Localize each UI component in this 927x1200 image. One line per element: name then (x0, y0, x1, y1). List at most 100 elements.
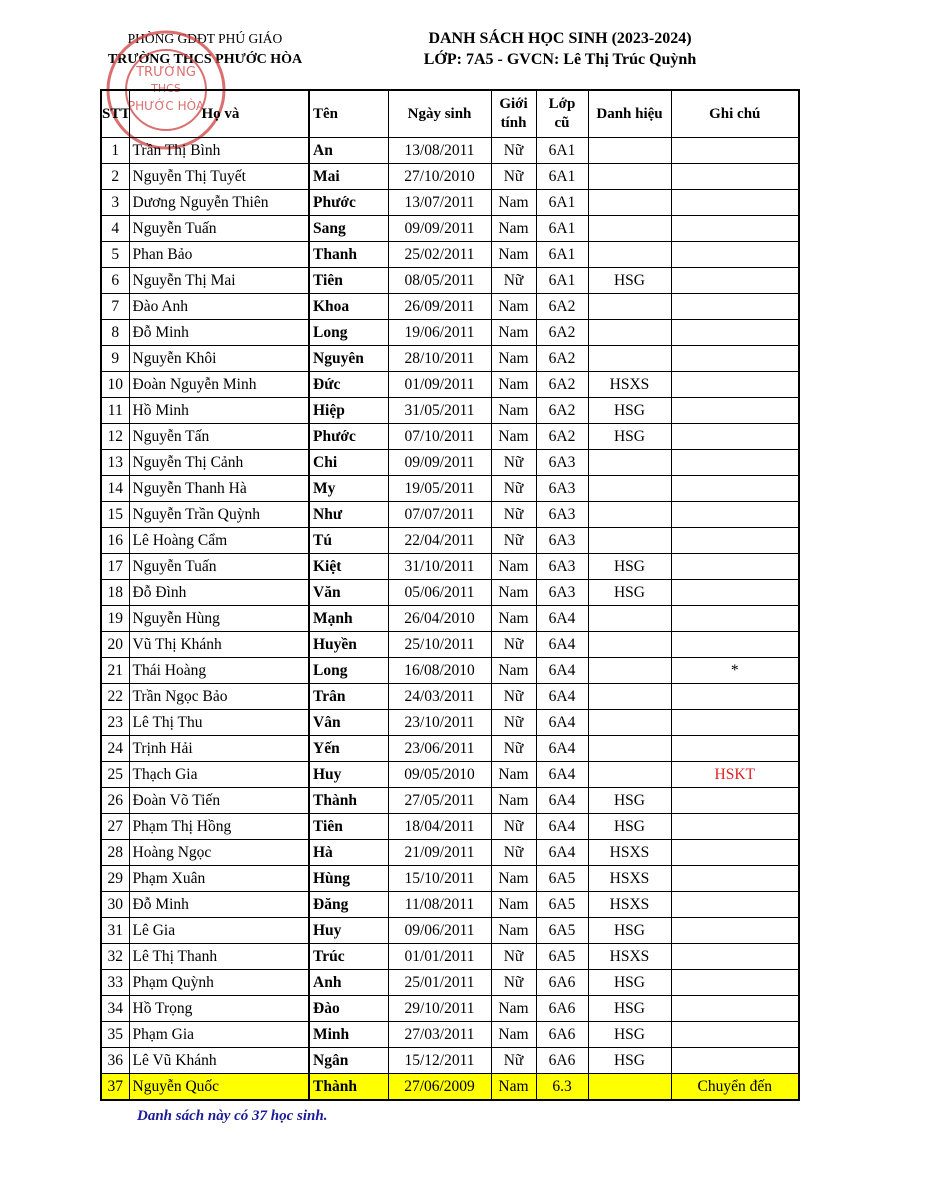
cell-ghi-chu (670, 865, 800, 892)
cell-ten: Yến (308, 735, 389, 762)
cell-ten: Như (308, 501, 389, 528)
cell-danh-hieu: HSG (587, 813, 672, 840)
cell-ho-va: Vũ Thị Khánh (128, 631, 310, 658)
cell-ngay-sinh: 01/09/2011 (387, 371, 492, 398)
cell-ngay-sinh: 08/05/2011 (387, 267, 492, 294)
cell-ghi-chu (670, 449, 800, 476)
cell-ghi-chu (670, 423, 800, 450)
cell-stt: 12 (100, 423, 130, 450)
cell-danh-hieu: HSG (587, 1021, 672, 1048)
cell-danh-hieu (587, 189, 672, 216)
table-row: 27 Phạm Thị Hồng Tiên 18/04/2011 Nữ 6A4 HSG (100, 813, 800, 840)
cell-ho-va: Nguyễn Tuấn (128, 553, 310, 580)
table-row: 34 Hồ Trọng Đào 29/10/2011 Nam 6A6 HSG (100, 995, 800, 1022)
document-title: DANH SÁCH HỌC SINH (2023-2024) (428, 30, 692, 47)
cell-gioi-tinh: Nữ (490, 137, 537, 164)
cell-gioi-tinh: Nữ (490, 683, 537, 710)
cell-ngay-sinh: 15/10/2011 (387, 865, 492, 892)
cell-lop-cu: 6A3 (535, 501, 589, 528)
cell-ghi-chu (670, 813, 800, 840)
cell-danh-hieu: HSXS (587, 839, 672, 866)
cell-danh-hieu (587, 501, 672, 528)
cell-danh-hieu: HSG (587, 397, 672, 424)
cell-ngay-sinh: 23/10/2011 (387, 709, 492, 736)
cell-gioi-tinh: Nam (490, 917, 537, 944)
cell-danh-hieu (587, 605, 672, 632)
cell-gioi-tinh: Nam (490, 761, 537, 788)
table-row: 22 Trần Ngọc Bảo Trân 24/03/2011 Nữ 6A4 (100, 683, 800, 710)
cell-lop-cu: 6A4 (535, 709, 589, 736)
cell-ho-va: Nguyễn Thị Mai (128, 267, 310, 294)
cell-lop-cu: 6A1 (535, 215, 589, 242)
cell-ngay-sinh: 05/06/2011 (387, 579, 492, 606)
cell-gioi-tinh: Nam (490, 423, 537, 450)
cell-ten: Phước (308, 423, 389, 450)
cell-ghi-chu (670, 163, 800, 190)
cell-stt: 9 (100, 345, 130, 372)
table-row: 35 Phạm Gia Minh 27/03/2011 Nam 6A6 HSG (100, 1021, 800, 1048)
cell-ho-va: Hoàng Ngọc (128, 839, 310, 866)
cell-ngay-sinh: 19/06/2011 (387, 319, 492, 346)
cell-danh-hieu: HSG (587, 1047, 672, 1074)
school-name: TRƯỜNG THCS PHƯỚC HÒA (107, 52, 303, 67)
cell-stt: 16 (100, 527, 130, 554)
cell-gioi-tinh: Nam (490, 293, 537, 320)
cell-lop-cu: 6A3 (535, 449, 589, 476)
cell-ho-va: Thái Hoàng (128, 657, 310, 684)
cell-danh-hieu (587, 683, 672, 710)
cell-ho-va: Đào Anh (128, 293, 310, 320)
cell-stt: 25 (100, 761, 130, 788)
cell-ghi-chu: HSKT (670, 761, 800, 788)
cell-ghi-chu (670, 917, 800, 944)
cell-danh-hieu (587, 657, 672, 684)
cell-danh-hieu: HSG (587, 423, 672, 450)
table-row: 5 Phan Bảo Thanh 25/02/2011 Nam 6A1 (100, 241, 800, 268)
cell-danh-hieu: HSXS (587, 371, 672, 398)
cell-ghi-chu (670, 579, 800, 606)
cell-ho-va: Lê Vũ Khánh (128, 1047, 310, 1074)
cell-gioi-tinh: Nữ (490, 449, 537, 476)
cell-danh-hieu (587, 709, 672, 736)
cell-ghi-chu (670, 371, 800, 398)
table-row: 13 Nguyễn Thị Cảnh Chi 09/09/2011 Nữ 6A3 (100, 449, 800, 476)
cell-stt: 10 (100, 371, 130, 398)
cell-ho-va: Lê Thị Thanh (128, 943, 310, 970)
cell-ghi-chu (670, 631, 800, 658)
cell-danh-hieu (587, 449, 672, 476)
cell-gioi-tinh: Nam (490, 891, 537, 918)
cell-ghi-chu (670, 995, 800, 1022)
cell-ten: Minh (308, 1021, 389, 1048)
cell-lop-cu: 6A4 (535, 839, 589, 866)
cell-ghi-chu (670, 787, 800, 814)
cell-ngay-sinh: 22/04/2011 (387, 527, 492, 554)
cell-ghi-chu (670, 397, 800, 424)
cell-ghi-chu (670, 735, 800, 762)
cell-danh-hieu: HSG (587, 969, 672, 996)
cell-danh-hieu: HSXS (587, 891, 672, 918)
cell-gioi-tinh: Nam (490, 371, 537, 398)
cell-ghi-chu (670, 215, 800, 242)
cell-ghi-chu (670, 683, 800, 710)
cell-ho-va: Lê Thị Thu (128, 709, 310, 736)
cell-ten: Sang (308, 215, 389, 242)
cell-ngay-sinh: 21/09/2011 (387, 839, 492, 866)
cell-ho-va: Đoàn Võ Tiến (128, 787, 310, 814)
cell-ten: Long (308, 657, 389, 684)
cell-stt: 20 (100, 631, 130, 658)
table-row: 16 Lê Hoàng Cẩm Tú 22/04/2011 Nữ 6A3 (100, 527, 800, 554)
cell-ngay-sinh: 13/08/2011 (387, 137, 492, 164)
table-row: 14 Nguyễn Thanh Hà My 19/05/2011 Nữ 6A3 (100, 475, 800, 502)
cell-ten: Nguyên (308, 345, 389, 372)
table-row: 4 Nguyễn Tuấn Sang 09/09/2011 Nam 6A1 (100, 215, 800, 242)
table-row: 32 Lê Thị Thanh Trúc 01/01/2011 Nữ 6A5 HSXS (100, 943, 800, 970)
cell-gioi-tinh: Nữ (490, 163, 537, 190)
cell-gioi-tinh: Nam (490, 345, 537, 372)
cell-ten: Huy (308, 761, 389, 788)
cell-gioi-tinh: Nam (490, 189, 537, 216)
cell-lop-cu: 6A3 (535, 475, 589, 502)
cell-ngay-sinh: 26/04/2010 (387, 605, 492, 632)
table-row: 20 Vũ Thị Khánh Huyền 25/10/2011 Nữ 6A4 (100, 631, 800, 658)
cell-ghi-chu (670, 527, 800, 554)
cell-lop-cu: 6A4 (535, 735, 589, 762)
table-row: 15 Nguyễn Trần Quỳnh Như 07/07/2011 Nữ 6A3 (100, 501, 800, 528)
